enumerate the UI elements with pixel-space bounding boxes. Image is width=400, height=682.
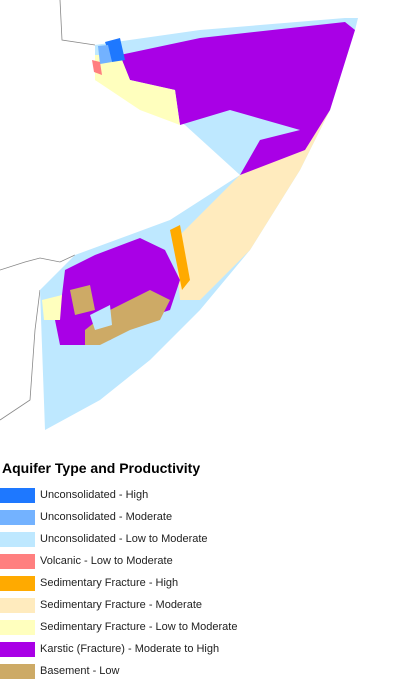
legend: Aquifer Type and Productivity Unconsolid… bbox=[0, 458, 400, 682]
map bbox=[0, 0, 358, 430]
legend-label: Sedimentary Fracture - High bbox=[40, 577, 179, 589]
map-areas bbox=[40, 18, 358, 430]
map-area bbox=[95, 55, 180, 125]
map-area bbox=[120, 22, 355, 175]
map-area bbox=[70, 285, 95, 315]
legend-label: Basement - Low bbox=[40, 665, 120, 677]
legend-item: Unconsolidated - Moderate bbox=[0, 506, 400, 528]
map-area bbox=[98, 45, 112, 64]
legend-label: Unconsolidated - High bbox=[40, 489, 149, 501]
map-area bbox=[92, 60, 102, 75]
legend-items: Unconsolidated - High Unconsolidated - Mo… bbox=[0, 484, 400, 682]
legend-label: Sedimentary Fracture - Low to Moderate bbox=[40, 621, 238, 633]
legend-item: Sedimentary Fracture - Moderate bbox=[0, 594, 400, 616]
legend-label: Volcanic - Low to Moderate bbox=[40, 555, 173, 567]
legend-item: Unconsolidated - High bbox=[0, 484, 400, 506]
legend-swatch bbox=[0, 597, 35, 613]
neighbor-borders bbox=[0, 0, 96, 421]
legend-label: Karstic (Fracture) - Moderate to High bbox=[40, 643, 220, 655]
map-area bbox=[90, 305, 112, 330]
legend-swatch bbox=[0, 619, 35, 635]
legend-swatch bbox=[0, 487, 35, 503]
legend-swatch bbox=[0, 509, 35, 525]
legend-item: Unconsolidated - Low to Moderate bbox=[0, 528, 400, 550]
legend-label: Unconsolidated - Low to Moderate bbox=[40, 533, 208, 545]
legend-swatch bbox=[0, 575, 35, 591]
legend-item: Sedimentary Fracture - Low to Moderate bbox=[0, 616, 400, 638]
legend-swatch bbox=[0, 663, 35, 679]
map-area bbox=[85, 290, 170, 345]
legend-item: Karstic (Fracture) - Moderate to High bbox=[0, 638, 400, 660]
legend-item: Volcanic - Low to Moderate bbox=[0, 550, 400, 572]
map-area bbox=[55, 238, 180, 345]
legend-swatch bbox=[0, 531, 35, 547]
legend-title: Aquifer Type and Productivity bbox=[2, 460, 201, 476]
map-area bbox=[42, 295, 62, 320]
legend-swatch bbox=[0, 641, 35, 657]
legend-item: Sedimentary Fracture - High bbox=[0, 572, 400, 594]
legend-label: Unconsolidated - Moderate bbox=[40, 511, 173, 523]
legend-item: Basement - Low bbox=[0, 660, 400, 682]
legend-label: Sedimentary Fracture - Moderate bbox=[40, 599, 203, 611]
legend-swatch bbox=[0, 553, 35, 569]
map-area bbox=[170, 225, 190, 290]
map-area bbox=[175, 110, 330, 300]
